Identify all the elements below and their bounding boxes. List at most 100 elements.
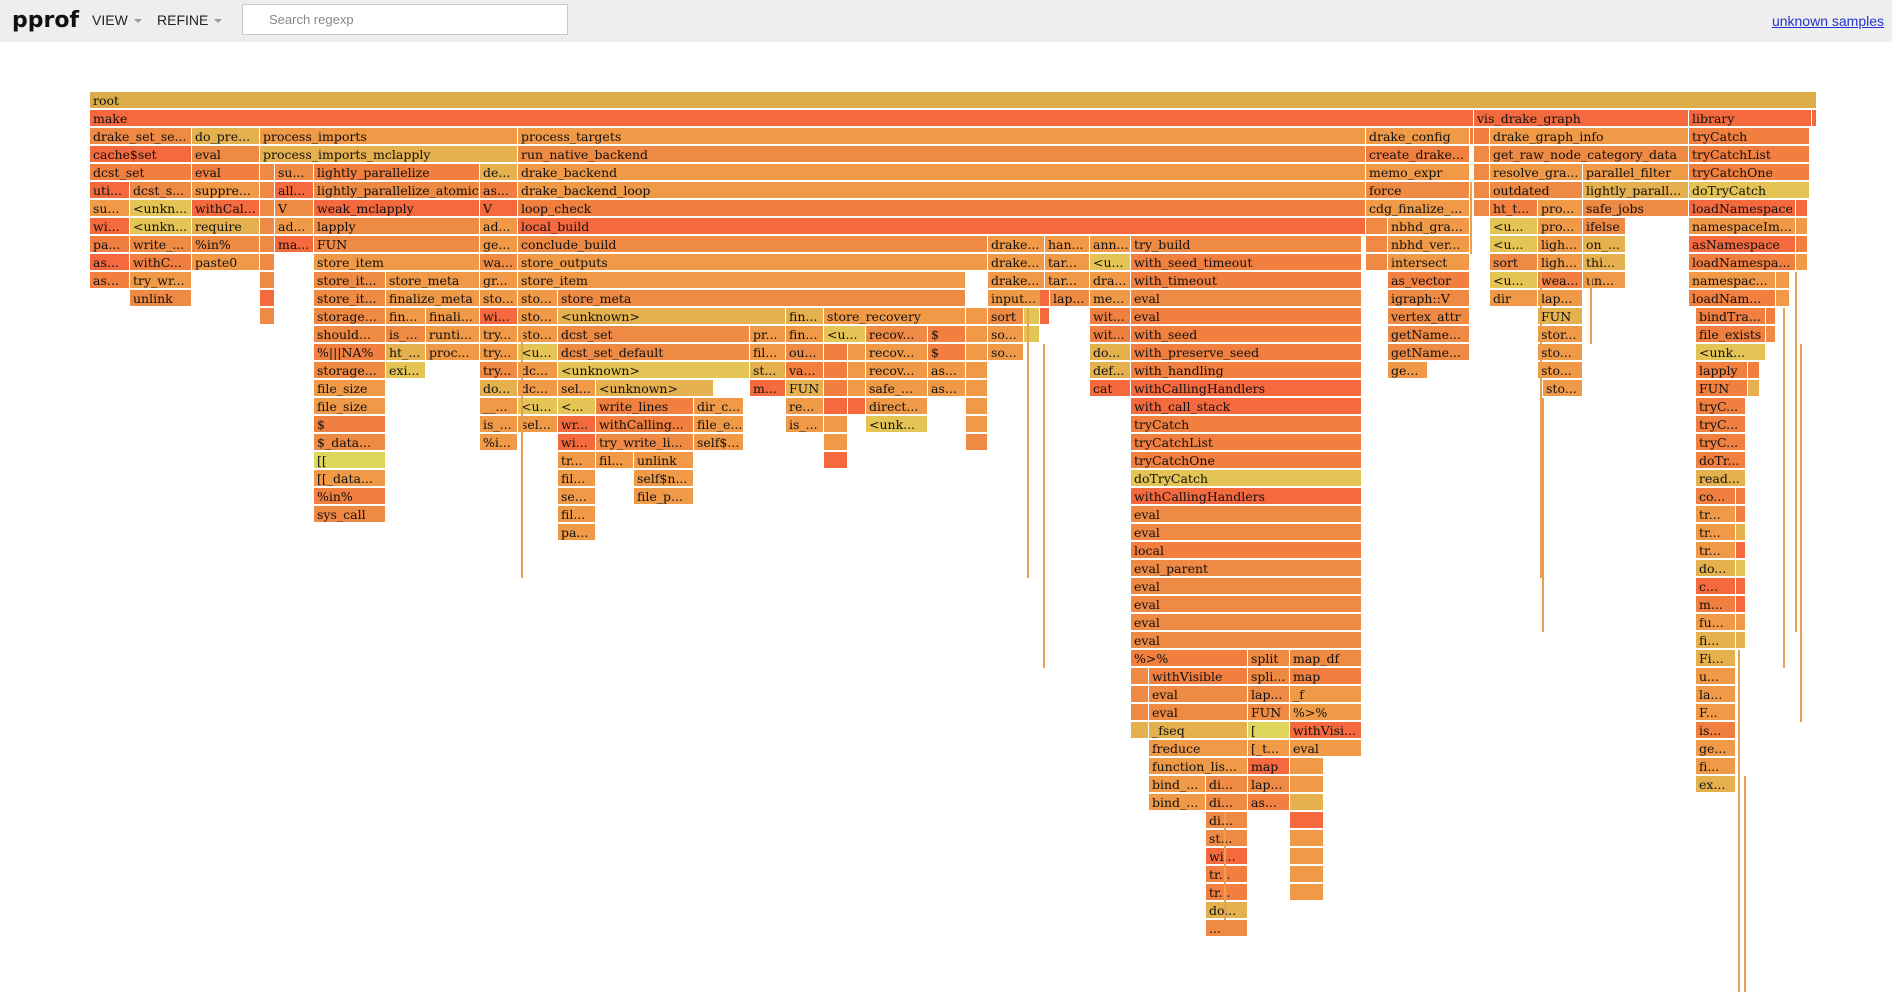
flame-frame[interactable]: wi... <box>90 218 130 235</box>
flame-frame-narrow[interactable] <box>1474 146 1490 163</box>
flame-frame[interactable]: m... <box>1696 596 1736 613</box>
flame-frame[interactable]: sort <box>988 308 1024 325</box>
flame-frame[interactable]: wr... <box>558 416 596 433</box>
flame-frame[interactable]: getName... <box>1388 344 1470 361</box>
flame-frame-narrow[interactable] <box>260 236 275 253</box>
flame-frame[interactable]: doTr... <box>1696 452 1746 469</box>
flame-frame[interactable]: cache$set <box>90 146 192 163</box>
flame-frame[interactable]: input... <box>988 290 1045 307</box>
flame-frame[interactable]: withCalling... <box>596 416 694 433</box>
flame-frame[interactable]: withCallingHandlers <box>1131 380 1362 397</box>
flame-frame[interactable]: ligh... <box>1538 254 1583 271</box>
flame-frame[interactable]: sel... <box>518 416 558 433</box>
flame-frame[interactable]: wi... <box>558 434 596 451</box>
flame-frame[interactable]: eval <box>1131 524 1362 541</box>
flame-frame[interactable]: do... <box>480 380 518 397</box>
flame-frame[interactable]: namespac... <box>1689 272 1776 289</box>
flame-frame-narrow[interactable] <box>1474 128 1490 145</box>
flame-frame[interactable]: <unknown> <box>558 362 750 379</box>
flame-frame[interactable]: ad... <box>275 218 314 235</box>
flame-frame[interactable]: ht_... <box>386 344 426 361</box>
flame-frame[interactable]: loadNamespa... <box>1689 254 1796 271</box>
flame-frame[interactable]: vis_drake_graph <box>1474 110 1689 127</box>
flame-frame[interactable]: try... <box>480 344 518 361</box>
flame-frame[interactable]: dcst_set <box>558 326 750 343</box>
flame-frame-narrow[interactable] <box>1748 362 1760 379</box>
flame-frame[interactable]: safe_jobs <box>1583 200 1689 217</box>
flame-frame[interactable]: with_call_stack <box>1131 398 1362 415</box>
flame-frame-narrow[interactable] <box>966 308 988 325</box>
flame-frame-narrow[interactable] <box>848 398 866 415</box>
flame-frame[interactable]: drake_backend <box>518 164 1366 181</box>
flame-frame-narrow[interactable] <box>824 434 848 451</box>
flame-frame[interactable]: tryCatch <box>1131 416 1362 433</box>
flame-frame[interactable]: tryCatch <box>1689 128 1810 145</box>
flame-frame[interactable]: $ <box>314 416 386 433</box>
flame-frame-narrow[interactable] <box>1748 380 1760 397</box>
flame-frame[interactable]: nbhd_ver... <box>1388 236 1470 253</box>
flame-frame[interactable]: u... <box>1696 668 1736 685</box>
flame-frame[interactable]: fin... <box>786 308 824 325</box>
flame-frame-thin[interactable] <box>1795 272 1797 632</box>
flame-frame-narrow[interactable] <box>1290 776 1324 793</box>
flame-frame[interactable]: safe_... <box>866 380 928 397</box>
flame-frame[interactable]: as... <box>1248 794 1290 811</box>
flame-frame[interactable]: withVisi... <box>1290 722 1362 739</box>
flame-frame[interactable]: drake... <box>988 272 1045 289</box>
flame-frame[interactable]: with_timeout <box>1131 272 1362 289</box>
flame-frame[interactable]: _f <box>1290 686 1362 703</box>
flame-frame-narrow[interactable] <box>824 398 848 415</box>
flame-frame-narrow[interactable] <box>966 326 988 343</box>
flame-frame[interactable]: file_size <box>314 380 386 397</box>
flame-frame[interactable]: as... <box>90 254 130 271</box>
flame-frame[interactable]: pa... <box>558 524 596 541</box>
flame-frame[interactable]: V <box>480 200 518 217</box>
flame-frame[interactable]: di... <box>1206 794 1248 811</box>
flame-frame[interactable]: bind_... <box>1149 794 1206 811</box>
flame-frame[interactable]: storage... <box>314 362 386 379</box>
flame-frame[interactable]: root <box>90 92 1817 109</box>
flame-frame-thin[interactable] <box>1783 308 1785 668</box>
flame-frame[interactable]: lightly_parall... <box>1583 182 1689 199</box>
flame-frame[interactable]: with_seed_timeout <box>1131 254 1362 271</box>
flame-frame[interactable]: unlink <box>634 452 694 469</box>
flame-frame[interactable]: FUN <box>1538 308 1583 325</box>
flame-frame-narrow[interactable] <box>1131 668 1149 685</box>
flame-frame[interactable]: getName... <box>1388 326 1470 343</box>
flame-frame[interactable]: m... <box>750 380 786 397</box>
flame-frame[interactable]: dcst_s... <box>130 182 192 199</box>
flame-frame[interactable]: drake_backend_loop <box>518 182 1366 199</box>
flame-frame[interactable]: tryC... <box>1696 398 1746 415</box>
flame-frame[interactable]: fin... <box>386 308 426 325</box>
flame-frame[interactable]: <u... <box>1490 218 1538 235</box>
flame-frame-narrow[interactable] <box>1736 488 1746 505</box>
flame-frame[interactable]: tryCatchOne <box>1689 164 1810 181</box>
flame-frame[interactable]: ligh... <box>1538 236 1583 253</box>
flame-frame[interactable]: tr... <box>1206 866 1248 883</box>
flame-frame[interactable]: outdated <box>1490 182 1583 199</box>
flame-frame[interactable]: <unknown> <box>558 308 786 325</box>
flame-frame[interactable]: sto... <box>1543 380 1583 397</box>
flame-frame-narrow[interactable] <box>848 380 866 397</box>
flame-frame[interactable]: $ <box>928 344 966 361</box>
flame-frame-narrow[interactable] <box>1736 614 1746 631</box>
flame-frame[interactable]: <... <box>558 398 596 415</box>
flame-frame[interactable]: eval <box>1290 740 1362 757</box>
flame-frame-narrow[interactable] <box>1796 200 1808 217</box>
flame-frame-narrow[interactable] <box>1796 236 1808 253</box>
flame-frame[interactable]: fu... <box>1696 614 1736 631</box>
flame-frame-narrow[interactable] <box>1736 542 1746 559</box>
flame-frame[interactable]: dcst_set_default <box>558 344 750 361</box>
flame-frame[interactable]: uti... <box>90 182 130 199</box>
flame-frame[interactable]: bindTra... <box>1696 308 1766 325</box>
flame-frame-narrow[interactable] <box>1290 812 1324 829</box>
flame-frame[interactable]: direct... <box>866 398 928 415</box>
flame-frame[interactable]: sto... <box>518 290 558 307</box>
flame-frame[interactable]: recov... <box>866 344 928 361</box>
flame-frame[interactable]: st... <box>750 362 786 379</box>
view-menu[interactable]: VIEW <box>92 12 142 28</box>
flame-frame-narrow[interactable] <box>1766 308 1776 325</box>
flame-frame[interactable]: tryCatchList <box>1689 146 1810 163</box>
flame-frame[interactable]: ht_t... <box>1490 200 1538 217</box>
flame-frame[interactable]: loadNamespace <box>1689 200 1796 217</box>
